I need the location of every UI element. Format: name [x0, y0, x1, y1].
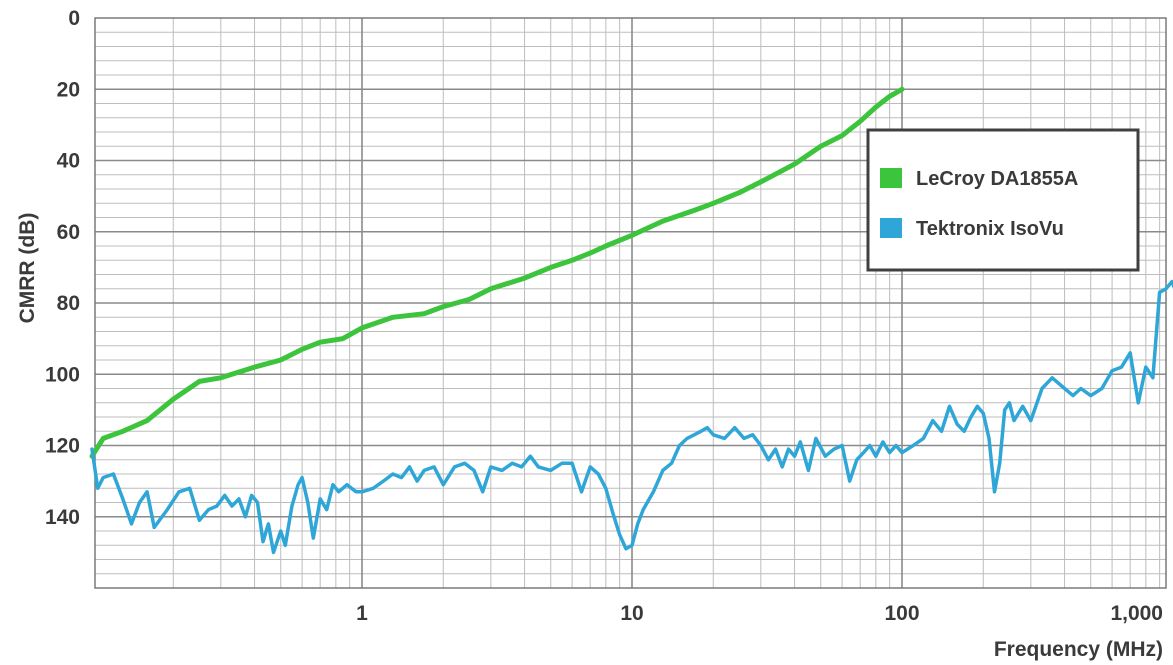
plot-frame — [94, 17, 1167, 589]
legend-label-lecroy: LeCroy DA1855A — [916, 168, 1078, 190]
y-tick-label: 80 — [57, 292, 80, 315]
y-tick-label: 120 — [45, 435, 80, 458]
y-tick-label: 0 — [68, 7, 80, 30]
legend-box — [866, 128, 1140, 272]
x-axis-label: Frequency (MHz) — [994, 638, 1163, 661]
y-tick-labels: 0 20 40 60 80 100 120 140 — [45, 7, 80, 529]
series-line-tektronix — [90, 279, 1173, 555]
x-tick-label: 1 — [356, 602, 368, 625]
series-layer — [89, 86, 1173, 555]
legend-swatch-lecroy — [880, 168, 902, 188]
x-tick-label: 100 — [884, 602, 919, 625]
x-tick-label: 1,000 — [1110, 602, 1163, 625]
legend-label-tektronix: Tektronix IsoVu — [916, 218, 1064, 240]
series-line-lecroy — [89, 86, 905, 459]
major-grid — [95, 18, 1166, 588]
y-tick-label: 40 — [57, 150, 80, 173]
y-tick-label: 140 — [45, 506, 80, 529]
legend-swatch-tektronix — [880, 218, 902, 238]
x-tick-label: 10 — [620, 602, 643, 625]
x-tick-labels: 1 10 100 1,000 — [356, 602, 1163, 625]
y-axis-label: CMRR (dB) — [16, 213, 39, 324]
y-tick-label: 100 — [45, 363, 80, 386]
y-tick-label: 60 — [57, 221, 80, 244]
y-tick-label: 20 — [57, 78, 80, 101]
legend: LeCroy DA1855A Tektronix IsoVu — [866, 128, 1140, 272]
